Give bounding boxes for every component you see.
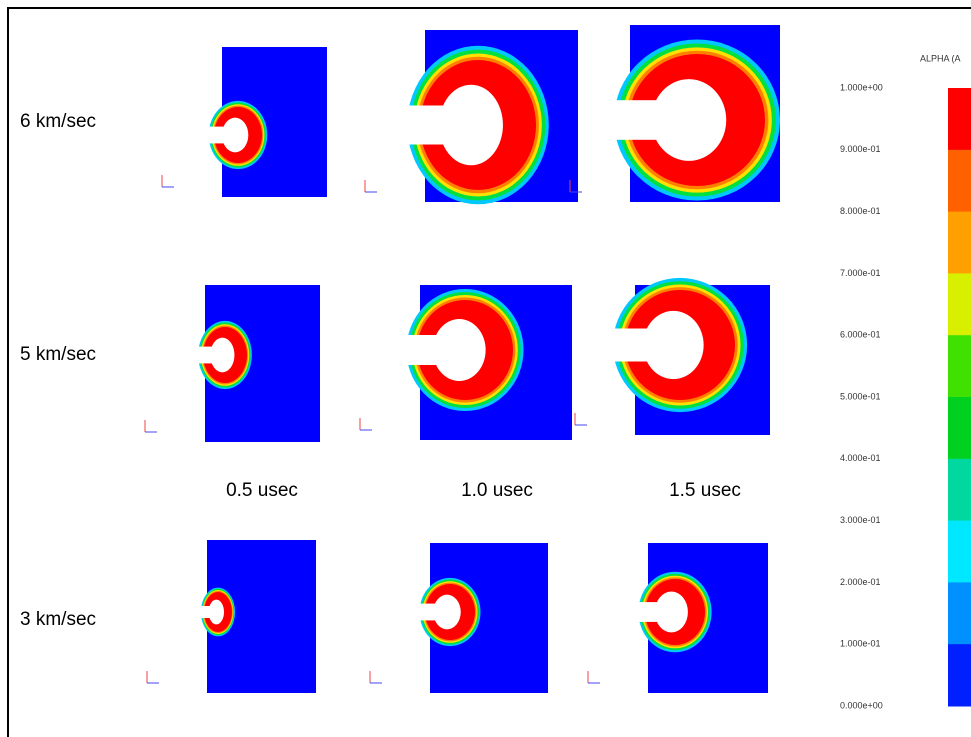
simulation-panel — [569, 25, 780, 202]
colorbar-tick-label: 6.000e-01 — [840, 330, 881, 340]
penetration-channel — [395, 105, 478, 145]
colorbar-tick-label: 5.000e-01 — [840, 391, 881, 401]
column-label: 0.5 usec — [226, 480, 298, 501]
simulation-panel — [146, 540, 316, 693]
colorbar-band — [948, 582, 971, 645]
penetration-channel — [618, 602, 675, 622]
simulation-panel — [161, 47, 327, 197]
colorbar-tick-label: 0.000e+00 — [840, 700, 883, 710]
colorbar-band — [948, 335, 971, 398]
colorbar-tick-label: 9.000e-01 — [840, 144, 881, 154]
row-label: 3 km/sec — [20, 609, 96, 630]
colorbar-band — [948, 273, 971, 336]
colorbar-band — [948, 88, 971, 151]
simulation-panel — [587, 543, 768, 693]
colorbar-title: ALPHA (A — [920, 53, 961, 63]
simulation-panel — [364, 30, 578, 205]
colorbar-tick-label: 3.000e-01 — [840, 515, 881, 525]
simulation-panel — [144, 285, 320, 442]
colorbar-band — [948, 397, 971, 460]
penetration-channel — [177, 606, 218, 618]
colorbar-tick-label: 4.000e-01 — [840, 453, 881, 463]
penetration-channel — [192, 126, 238, 144]
colorbar-tick-label: 1.000e+00 — [840, 82, 883, 92]
colorbar: 1.000e+00 9.000e-01 8.000e-01 7.000e-01 6.00… — [840, 82, 971, 710]
frame — [7, 7, 971, 737]
colorbar-band — [948, 644, 971, 707]
simulation-panel — [574, 277, 770, 435]
row-label: 6 km/sec — [20, 111, 96, 132]
penetration-channel — [390, 335, 465, 365]
row-label: 5 km/sec — [20, 344, 96, 365]
simulation-panel — [359, 285, 572, 440]
penetration-channel — [605, 328, 680, 362]
penetration-channel — [600, 100, 697, 140]
penetration-channel — [400, 603, 450, 621]
column-label: 1.5 usec — [669, 480, 741, 501]
colorbar-band — [948, 520, 971, 583]
colorbar-band — [948, 211, 971, 274]
colorbar-tick-label: 1.000e-01 — [840, 639, 881, 649]
colorbar-band — [948, 149, 971, 213]
colorbar-tick-label: 2.000e-01 — [840, 577, 881, 587]
penetration-channel — [175, 346, 225, 364]
colorbar-band — [948, 458, 971, 522]
colorbar-tick-label: 7.000e-01 — [840, 268, 881, 278]
column-label: 1.0 usec — [461, 480, 533, 501]
colorbar-tick-label: 8.000e-01 — [840, 206, 881, 216]
simulation-panels — [144, 25, 780, 693]
simulation-panel — [369, 543, 548, 693]
